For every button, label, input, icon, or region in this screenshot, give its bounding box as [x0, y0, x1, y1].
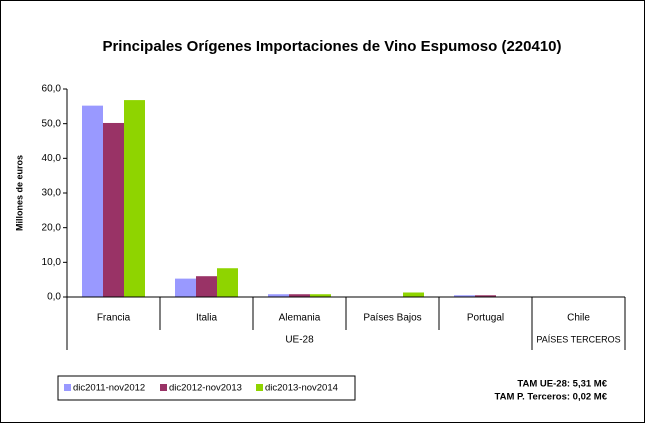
chart-title: Principales Orígenes Importaciones de Vi…: [102, 38, 561, 55]
group-label: UE-28: [285, 335, 314, 346]
legend-label: dic2013-nov2014: [265, 383, 338, 394]
y-tick-label: 20,0: [42, 222, 62, 233]
note: TAM P. Terceros: 0,02 M€: [495, 392, 608, 403]
y-tick-label: 40,0: [42, 153, 62, 164]
x-tick-label: Países Bajos: [363, 313, 421, 324]
y-tick-label: 60,0: [42, 84, 62, 95]
legend-label: dic2011-nov2012: [73, 383, 145, 394]
legend-swatch: [256, 384, 263, 391]
bar: [403, 292, 424, 297]
bar: [82, 106, 103, 297]
y-axis-label: Millones de euros: [14, 155, 24, 231]
legend-label: dic2012-nov2013: [169, 383, 242, 394]
note: TAM UE-28: 5,31 M€: [517, 379, 607, 390]
x-tick-label: Alemania: [279, 313, 321, 324]
legend-swatch: [160, 384, 167, 391]
y-tick-label: 30,0: [42, 188, 62, 199]
x-tick-label: Italia: [196, 313, 218, 324]
bar: [217, 268, 238, 297]
bar: [175, 279, 196, 297]
x-tick-label: Francia: [97, 313, 131, 324]
bar: [124, 100, 145, 297]
y-tick-label: 50,0: [42, 118, 62, 129]
x-tick-label: Chile: [567, 313, 590, 324]
bar: [196, 276, 217, 297]
y-tick-label: 0,0: [47, 292, 61, 303]
x-tick-label: Portugal: [467, 313, 504, 324]
legend-swatch: [64, 384, 71, 391]
y-tick-label: 10,0: [42, 257, 62, 268]
bar: [103, 123, 124, 297]
group-label: PAÍSES TERCEROS: [536, 334, 620, 344]
